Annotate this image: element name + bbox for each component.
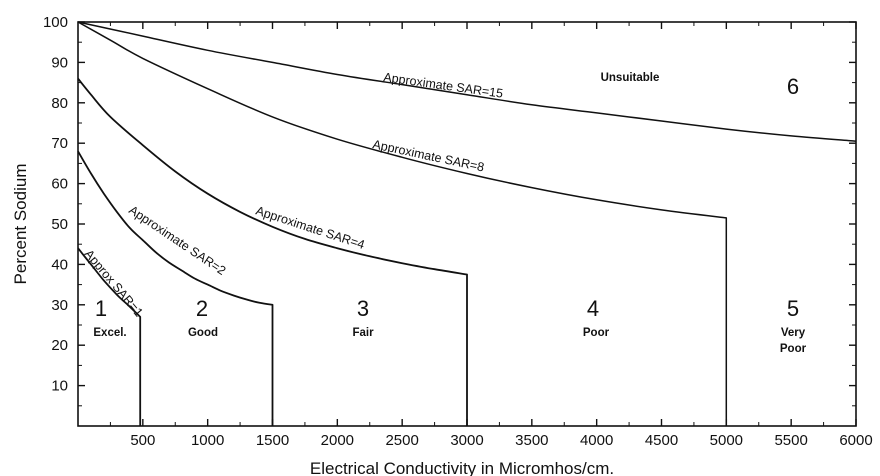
curve-label-sar-4: Approximate SAR=4 xyxy=(254,204,366,252)
y-tick-label: 30 xyxy=(51,297,68,314)
class-5-name-line-2: Poor xyxy=(780,343,807,355)
class-3-number: 3 xyxy=(357,296,369,321)
x-tick-label: 4500 xyxy=(645,432,678,449)
curve-label-sar-15: Approximate SAR=15 xyxy=(383,70,504,101)
x-tick-label: 2500 xyxy=(385,432,418,449)
y-tick-label: 20 xyxy=(51,337,68,354)
class-6-name: Unsuitable xyxy=(601,72,660,84)
y-tick-label: 60 xyxy=(51,176,68,193)
y-tick-label: 80 xyxy=(51,95,68,112)
y-tick-label: 10 xyxy=(51,378,68,395)
class-4-number: 4 xyxy=(587,296,599,321)
x-tick-label: 4000 xyxy=(580,432,613,449)
class-1-name: Excel. xyxy=(93,327,126,339)
x-tick-label: 3000 xyxy=(450,432,483,449)
sar-15-curve xyxy=(77,21,857,142)
curve-label-sar-1: Approx SAR=1 xyxy=(82,247,146,320)
x-tick-label: 5000 xyxy=(710,432,743,449)
sar-1-curve xyxy=(77,247,142,426)
curve-label-sar-2: Approximate SAR=2 xyxy=(126,203,228,278)
x-tick-label: 500 xyxy=(130,432,155,449)
curve-label-sar-8: Approximate SAR=8 xyxy=(371,137,485,174)
y-tick-label: 40 xyxy=(51,256,68,273)
x-tick-label: 5500 xyxy=(774,432,807,449)
class-2-name: Good xyxy=(188,327,218,339)
x-tick-label: 3500 xyxy=(515,432,548,449)
sar-2-curve xyxy=(77,150,274,426)
x-tick-label: 2000 xyxy=(321,432,354,449)
class-2-number: 2 xyxy=(196,296,208,321)
x-axis-title: Electrical Conductivity in Micromhos/cm. xyxy=(310,459,614,476)
sar-4-curve xyxy=(77,78,468,426)
y-tick-label: 100 xyxy=(43,14,68,31)
y-tick-label: 90 xyxy=(51,54,68,71)
sar-8-curve xyxy=(77,21,728,426)
x-tick-label: 1500 xyxy=(256,432,289,449)
class-3-name: Fair xyxy=(352,327,374,339)
x-tick-label: 1000 xyxy=(191,432,224,449)
class-1-number: 1 xyxy=(95,296,107,321)
class-4-name: Poor xyxy=(583,327,610,339)
y-tick-label: 50 xyxy=(51,216,68,233)
class-5-number: 5 xyxy=(787,296,799,321)
y-tick-label: 70 xyxy=(51,135,68,152)
class-5-name-line-1: Very xyxy=(781,327,806,339)
x-tick-label: 6000 xyxy=(839,432,872,449)
y-axis-title: Percent Sodium xyxy=(11,164,30,285)
class-6-number: 6 xyxy=(787,74,799,99)
